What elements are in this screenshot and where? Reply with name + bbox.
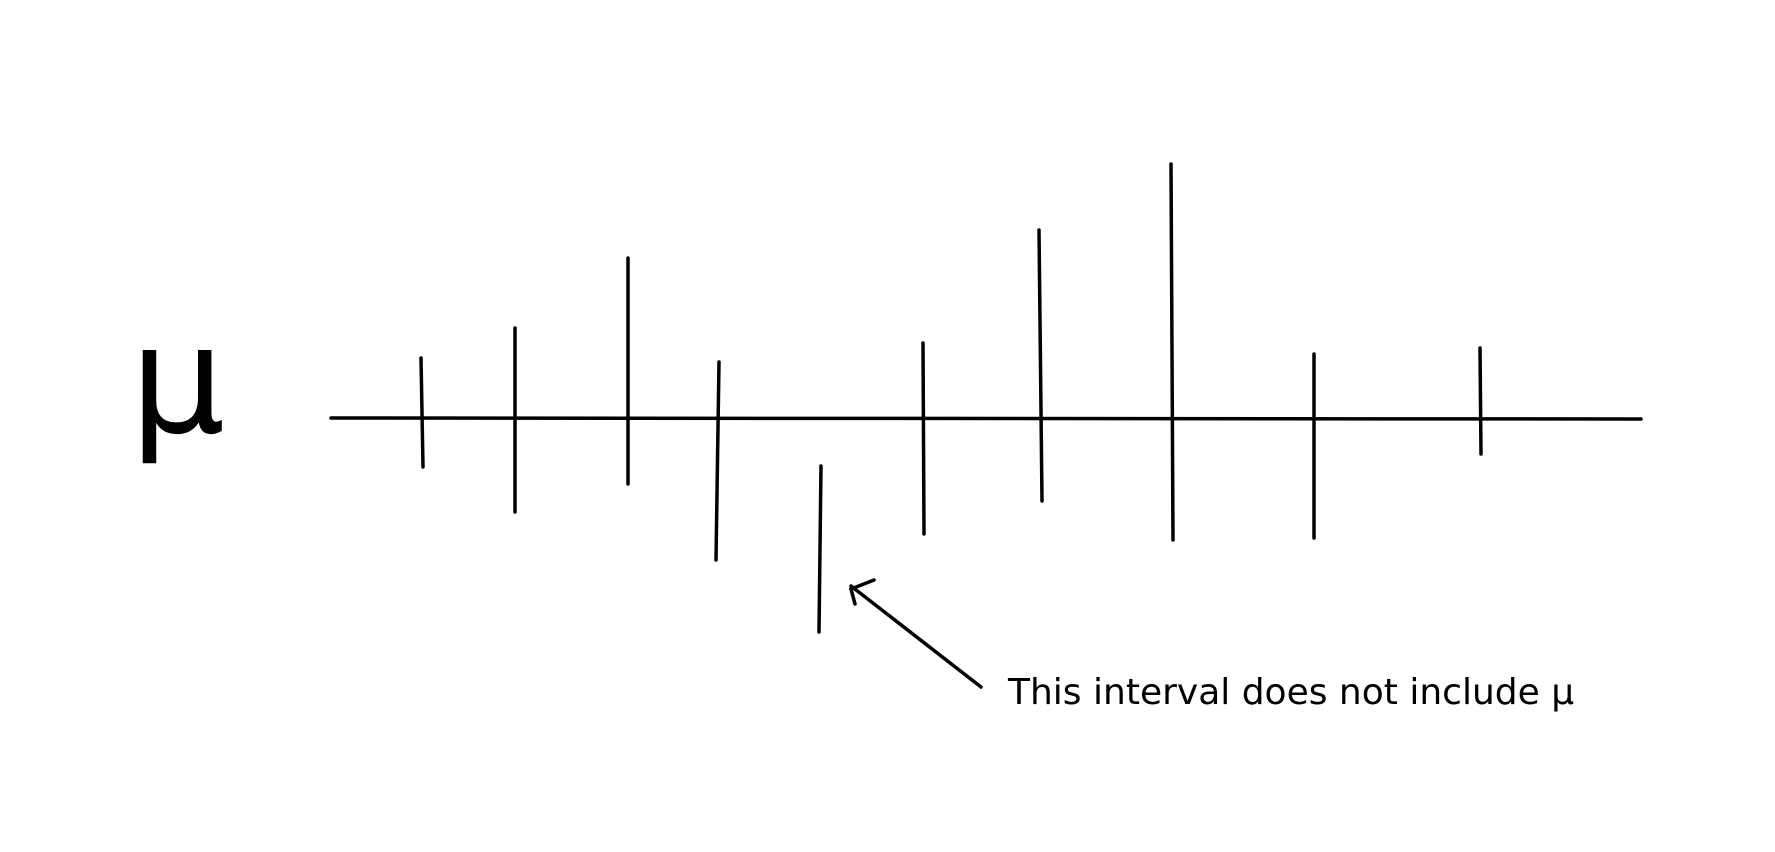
interval-8 [1169,162,1175,542]
arrow-shaft [849,584,983,689]
interval-6 [921,341,926,536]
annotation-arrow [848,578,983,689]
interval-1 [419,356,425,469]
mu-label: μ [130,294,225,468]
interval-10 [1478,346,1483,456]
annotation-text: This interval does not include μ [1007,672,1574,713]
interval-5 [817,464,823,634]
intervals-group [419,162,1483,634]
arrow-head [848,578,876,606]
interval-4 [714,360,721,562]
mean-line [329,416,1643,421]
interval-7 [1037,228,1044,503]
